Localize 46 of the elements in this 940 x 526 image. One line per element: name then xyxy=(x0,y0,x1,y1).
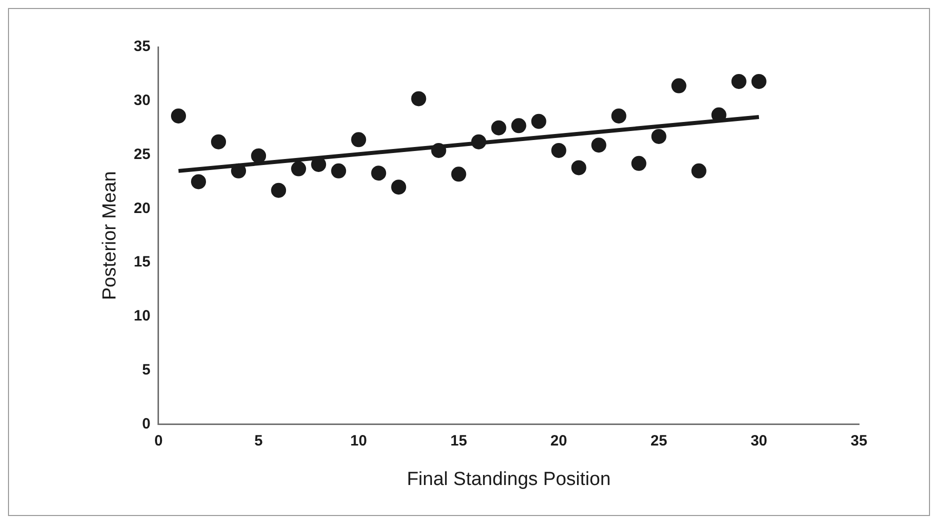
x-tick-label: 20 xyxy=(550,432,568,450)
point xyxy=(191,174,206,190)
y-tick-label: 25 xyxy=(134,146,150,163)
point xyxy=(691,163,706,178)
y-tick-label: 30 xyxy=(134,92,150,110)
point xyxy=(271,182,286,198)
point xyxy=(471,134,486,150)
point xyxy=(431,142,446,158)
point xyxy=(531,114,546,129)
point xyxy=(231,163,246,178)
y-tick-label: 5 xyxy=(142,361,150,378)
y-tick-label: 15 xyxy=(134,254,150,271)
x-tick-label: 0 xyxy=(154,432,163,450)
point xyxy=(371,166,386,181)
y-axis-title: Posterior Mean xyxy=(100,171,121,300)
point xyxy=(391,180,406,195)
point xyxy=(331,163,346,178)
x-tick-label: 35 xyxy=(850,432,868,450)
y-tick-label: 0 xyxy=(142,415,150,432)
x-tick-label: 30 xyxy=(750,432,768,450)
x-axis-title: Final Standings Position xyxy=(406,468,611,490)
y-tick-label: 20 xyxy=(134,200,150,217)
x-tick-label: 25 xyxy=(650,432,668,450)
point xyxy=(611,108,626,124)
point xyxy=(511,118,526,134)
point xyxy=(631,156,646,171)
point xyxy=(671,78,686,94)
point xyxy=(551,142,566,158)
point xyxy=(491,120,506,136)
point xyxy=(451,166,466,182)
x-tick-label: 10 xyxy=(350,432,367,450)
x-tick-label: 15 xyxy=(450,432,468,450)
x-tick-label: 5 xyxy=(254,432,263,450)
point xyxy=(731,74,746,89)
point xyxy=(291,161,306,176)
point xyxy=(571,160,586,176)
point xyxy=(171,108,186,124)
point xyxy=(411,91,426,106)
y-tick-label: 35 xyxy=(134,38,150,56)
point xyxy=(751,74,766,89)
point xyxy=(251,148,266,164)
y-tick-label: 10 xyxy=(134,308,150,325)
point xyxy=(591,138,606,153)
point xyxy=(651,128,666,144)
point xyxy=(351,132,366,148)
point xyxy=(211,134,226,150)
